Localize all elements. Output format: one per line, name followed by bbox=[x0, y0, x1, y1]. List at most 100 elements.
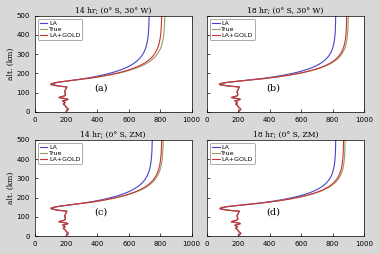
LA+GOLD bbox=[310, 192, 314, 195]
True bbox=[64, 235, 68, 238]
LA+GOLD bbox=[344, 14, 349, 17]
LA bbox=[144, 44, 149, 47]
LA bbox=[235, 101, 239, 104]
Line: True: True bbox=[219, 16, 348, 112]
LA bbox=[150, 138, 155, 141]
LA bbox=[292, 72, 296, 75]
LA bbox=[333, 158, 337, 161]
True bbox=[64, 110, 68, 114]
LA+GOLD bbox=[156, 169, 161, 172]
LA+GOLD bbox=[344, 34, 348, 37]
LA+GOLD bbox=[115, 72, 120, 75]
LA bbox=[333, 34, 337, 37]
LA bbox=[292, 196, 296, 199]
LA+GOLD bbox=[63, 101, 67, 104]
True bbox=[345, 35, 350, 38]
LA bbox=[64, 235, 68, 238]
LA bbox=[331, 44, 336, 47]
LA bbox=[119, 68, 124, 71]
LA bbox=[333, 138, 338, 141]
True bbox=[63, 101, 67, 104]
LA+GOLD bbox=[158, 34, 163, 37]
True bbox=[117, 72, 121, 75]
LA bbox=[110, 196, 115, 199]
Line: True: True bbox=[51, 140, 163, 236]
LA bbox=[63, 101, 67, 104]
True bbox=[235, 101, 239, 104]
LA+GOLD bbox=[342, 44, 346, 47]
Text: (c): (c) bbox=[94, 208, 108, 217]
LA+GOLD bbox=[344, 35, 348, 38]
LA bbox=[108, 72, 113, 75]
LA+GOLD bbox=[158, 160, 163, 163]
Y-axis label: alt. (km): alt. (km) bbox=[7, 48, 15, 80]
LA bbox=[121, 192, 126, 195]
True bbox=[160, 158, 165, 161]
LA bbox=[332, 35, 337, 38]
Legend: LA, True, LA+GOLD: LA, True, LA+GOLD bbox=[210, 19, 255, 40]
LA+GOLD bbox=[312, 68, 317, 71]
LA bbox=[147, 14, 151, 17]
LA bbox=[63, 225, 67, 228]
LA+GOLD bbox=[64, 235, 68, 238]
LA bbox=[332, 160, 337, 163]
True bbox=[299, 72, 303, 75]
LA bbox=[146, 35, 150, 38]
LA bbox=[304, 68, 309, 71]
LA bbox=[146, 34, 150, 37]
Line: LA+GOLD: LA+GOLD bbox=[220, 140, 344, 236]
True bbox=[160, 160, 164, 163]
Line: LA: LA bbox=[53, 16, 149, 112]
Text: (b): (b) bbox=[267, 84, 281, 93]
True bbox=[345, 34, 350, 37]
Line: LA+GOLD: LA+GOLD bbox=[51, 140, 162, 236]
Legend: LA, True, LA+GOLD: LA, True, LA+GOLD bbox=[38, 19, 82, 40]
Line: LA: LA bbox=[52, 140, 152, 236]
True bbox=[235, 225, 239, 228]
Line: LA+GOLD: LA+GOLD bbox=[51, 16, 162, 112]
Line: True: True bbox=[51, 16, 165, 112]
Title: 18 hr; (0° S, ZM): 18 hr; (0° S, ZM) bbox=[253, 131, 318, 139]
LA+GOLD bbox=[235, 101, 239, 104]
LA+GOLD bbox=[296, 196, 301, 199]
Legend: LA, True, LA+GOLD: LA, True, LA+GOLD bbox=[38, 143, 82, 164]
LA+GOLD bbox=[341, 138, 346, 141]
Line: LA+GOLD: LA+GOLD bbox=[219, 16, 347, 112]
True bbox=[163, 14, 167, 17]
True bbox=[63, 225, 67, 228]
LA+GOLD bbox=[159, 14, 164, 17]
LA+GOLD bbox=[128, 68, 132, 71]
True bbox=[162, 34, 166, 37]
LA+GOLD bbox=[236, 110, 241, 114]
True bbox=[313, 68, 318, 71]
LA+GOLD bbox=[340, 160, 345, 163]
True bbox=[161, 35, 166, 38]
True bbox=[340, 169, 345, 172]
LA+GOLD bbox=[158, 35, 163, 38]
Title: 18 hr; (0° S, 30° W): 18 hr; (0° S, 30° W) bbox=[247, 7, 324, 15]
LA bbox=[236, 110, 241, 114]
True bbox=[342, 160, 347, 163]
Line: True: True bbox=[220, 140, 345, 236]
Text: (a): (a) bbox=[94, 84, 108, 93]
True bbox=[130, 68, 134, 71]
True bbox=[116, 196, 120, 199]
LA+GOLD bbox=[235, 225, 239, 228]
LA bbox=[149, 160, 154, 163]
Legend: LA, True, LA+GOLD: LA, True, LA+GOLD bbox=[210, 143, 255, 164]
LA+GOLD bbox=[339, 169, 343, 172]
LA+GOLD bbox=[158, 158, 163, 161]
LA bbox=[236, 235, 241, 238]
Title: 14 hr; (0° S, 30° W): 14 hr; (0° S, 30° W) bbox=[75, 7, 151, 15]
LA bbox=[331, 169, 336, 172]
LA+GOLD bbox=[236, 235, 241, 238]
True bbox=[311, 192, 315, 195]
True bbox=[342, 158, 347, 161]
LA+GOLD bbox=[159, 138, 164, 141]
True bbox=[161, 138, 166, 141]
LA+GOLD bbox=[63, 225, 67, 228]
Y-axis label: alt. (km): alt. (km) bbox=[7, 172, 15, 204]
True bbox=[128, 192, 133, 195]
Title: 14 hr; (0° S, ZM): 14 hr; (0° S, ZM) bbox=[81, 131, 146, 139]
True bbox=[343, 138, 347, 141]
